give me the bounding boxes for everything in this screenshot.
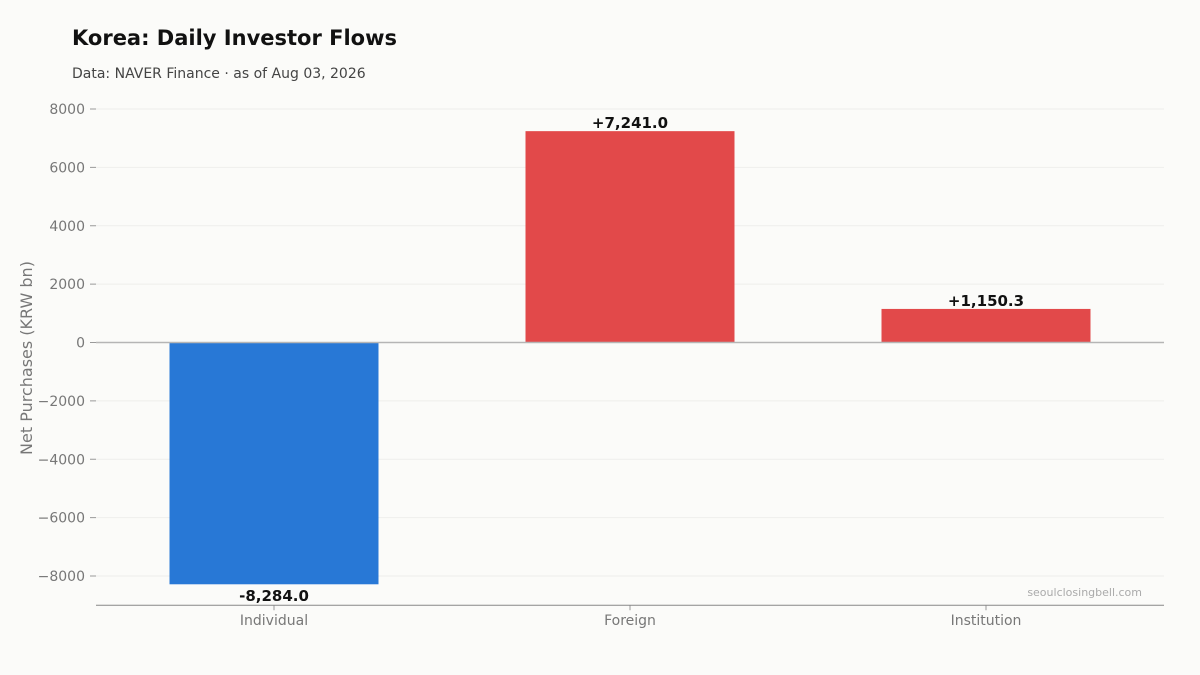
- data-label: +1,150.3: [948, 292, 1024, 310]
- y-tick-label: 4000: [49, 219, 85, 235]
- bar-individual: [169, 342, 379, 585]
- data-label: -8,284.0: [239, 587, 309, 605]
- chart-title: Korea: Daily Investor Flows: [72, 26, 398, 50]
- labels-layer: -8,284.0 +7,241.0 +1,150.3: [239, 114, 1024, 605]
- x-tick-label: Institution: [951, 613, 1022, 629]
- y-tick-label: 8000: [49, 102, 85, 118]
- y-axis-label: Net Purchases (KRW bn): [17, 261, 36, 455]
- y-tick-label: −4000: [38, 452, 85, 468]
- x-tick-label: Foreign: [604, 613, 656, 629]
- y-tick-label: 2000: [49, 277, 85, 293]
- y-tick-label: −2000: [38, 394, 85, 410]
- y-tick-label: −8000: [38, 569, 85, 585]
- axis-layer: 8000 6000 4000 2000 0 −2000 −4000 −6000 −8000 Ind…: [38, 102, 1164, 629]
- y-tick-label: −6000: [38, 511, 85, 527]
- y-tick-label: 0: [76, 336, 85, 352]
- bar-institution: [881, 308, 1091, 343]
- bar-foreign: [525, 131, 735, 343]
- watermark: seoulclosingbell.com: [1027, 586, 1142, 599]
- y-tick-label: 6000: [49, 160, 85, 176]
- bars-layer: [169, 131, 1091, 585]
- x-tick-label: Individual: [240, 613, 308, 629]
- chart-subtitle: Data: NAVER Finance · as of Aug 03, 2026: [72, 66, 366, 82]
- data-label: +7,241.0: [592, 114, 668, 132]
